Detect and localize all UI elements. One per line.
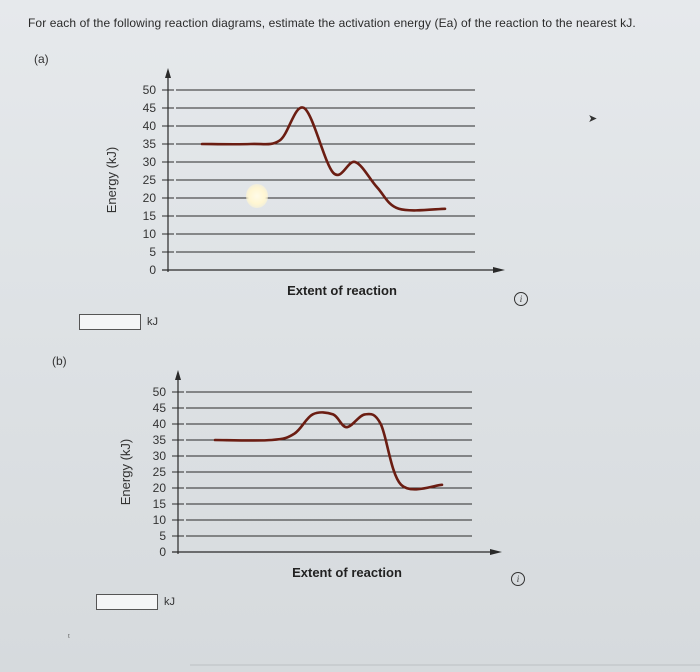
- y-tick-label: 40: [153, 417, 167, 431]
- divider: [190, 664, 700, 666]
- y-tick-label: 10: [153, 513, 167, 527]
- y-tick-label: 25: [153, 465, 167, 479]
- y-tick-label: 35: [153, 433, 167, 447]
- y-axis-label: Energy (kJ): [104, 147, 119, 213]
- y-tick-label: 45: [153, 401, 167, 415]
- y-axis-arrow: [165, 68, 171, 78]
- y-tick-label: 20: [153, 481, 167, 495]
- instruction-text: For each of the following reaction diagr…: [28, 16, 636, 30]
- y-axis-arrow: [175, 370, 181, 380]
- y-tick-label: 25: [143, 173, 157, 187]
- part-b-label: (b): [52, 354, 67, 368]
- y-tick-label: 50: [153, 385, 167, 399]
- x-axis-arrow: [490, 549, 502, 555]
- y-tick-label: 15: [153, 497, 167, 511]
- y-tick-label: 45: [143, 101, 157, 115]
- y-tick-label: 15: [143, 209, 157, 223]
- x-axis-label: Extent of reaction: [287, 283, 397, 298]
- energy-curve: [213, 411, 444, 491]
- x-axis-arrow: [493, 267, 505, 273]
- answer-row-b: kJ: [96, 594, 175, 610]
- y-tick-label: 0: [149, 263, 156, 277]
- answer-input-b[interactable]: [96, 594, 158, 610]
- unit-label-a: kJ: [147, 316, 158, 328]
- x-axis-label: Extent of reaction: [292, 565, 402, 580]
- answer-input-a[interactable]: [79, 314, 141, 330]
- energy-curve: [200, 106, 447, 212]
- y-axis-label: Energy (kJ): [118, 439, 133, 505]
- y-tick-label: 10: [143, 227, 157, 241]
- y-tick-label: 0: [159, 545, 166, 559]
- y-tick-label: 40: [143, 119, 157, 133]
- y-tick-label: 5: [159, 529, 166, 543]
- y-tick-label: 20: [143, 191, 157, 205]
- y-tick-label: 30: [153, 449, 167, 463]
- screen-glare: [246, 184, 268, 208]
- y-tick-label: 35: [143, 137, 157, 151]
- answer-row-a: kJ: [79, 314, 158, 330]
- unit-label-b: kJ: [164, 596, 175, 608]
- part-a-label: (a): [34, 52, 49, 66]
- text-cursor-icon: ᵗ: [68, 632, 70, 642]
- y-tick-label: 50: [143, 83, 157, 97]
- energy-diagram-a: 0 5 10 15 20 25 30 35 40 45 50 Energy (kJ) Extent of…: [104, 68, 505, 298]
- info-icon[interactable]: i: [514, 292, 528, 306]
- y-tick-label: 30: [143, 155, 157, 169]
- cursor-icon: ➤: [588, 113, 598, 125]
- energy-diagram-b: 0 5 10 15 20 25 30 35 40 45 50 Energy (kJ) Extent of…: [118, 370, 502, 580]
- info-icon[interactable]: i: [511, 572, 525, 586]
- y-tick-label: 5: [149, 245, 156, 259]
